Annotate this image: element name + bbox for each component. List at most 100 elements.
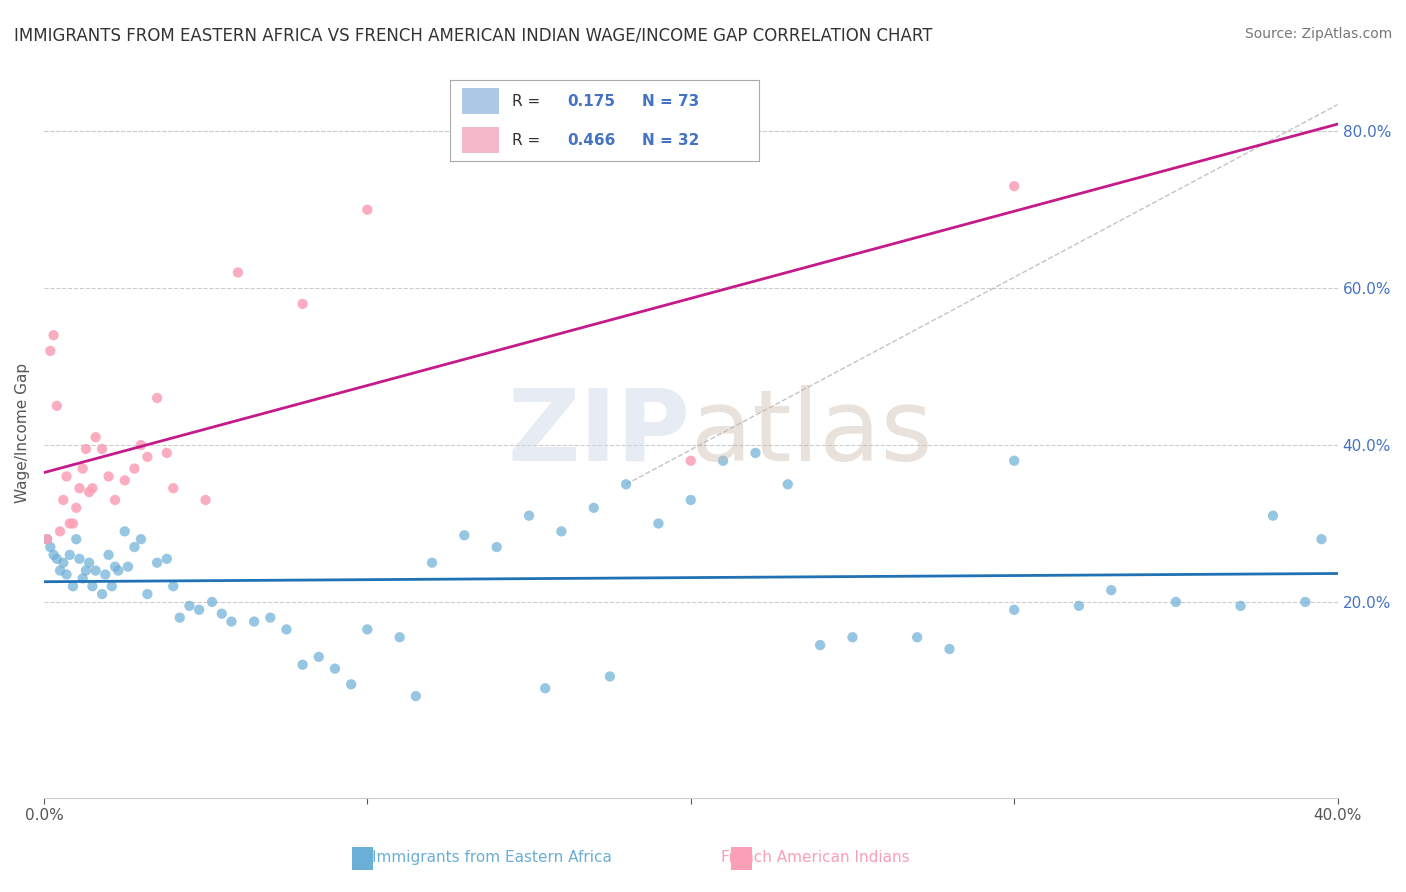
Point bbox=[156, 446, 179, 460]
Point bbox=[420, 556, 443, 570]
Point bbox=[124, 540, 146, 554]
Point bbox=[1067, 599, 1090, 613]
Point bbox=[905, 630, 928, 644]
Point bbox=[201, 595, 224, 609]
Point bbox=[37, 532, 59, 546]
Point bbox=[1294, 595, 1316, 609]
Point bbox=[582, 500, 605, 515]
Point bbox=[534, 681, 557, 696]
Point bbox=[84, 564, 107, 578]
Point bbox=[69, 481, 91, 495]
Point bbox=[104, 493, 127, 508]
Point bbox=[124, 461, 146, 475]
Text: IMMIGRANTS FROM EASTERN AFRICA VS FRENCH AMERICAN INDIAN WAGE/INCOME GAP CORRELA: IMMIGRANTS FROM EASTERN AFRICA VS FRENCH… bbox=[14, 27, 932, 45]
Text: R =: R = bbox=[512, 133, 540, 148]
Point bbox=[291, 657, 314, 672]
Point bbox=[188, 603, 211, 617]
Point bbox=[276, 623, 298, 637]
Point bbox=[45, 551, 67, 566]
Point bbox=[221, 615, 243, 629]
Point bbox=[744, 446, 766, 460]
Point bbox=[1229, 599, 1251, 613]
Point bbox=[107, 564, 129, 578]
Point bbox=[136, 587, 159, 601]
Point bbox=[49, 524, 72, 539]
Point bbox=[405, 689, 427, 703]
Point bbox=[75, 442, 97, 456]
Point bbox=[550, 524, 572, 539]
Point bbox=[356, 202, 378, 217]
Point bbox=[211, 607, 233, 621]
Point bbox=[104, 559, 127, 574]
Point bbox=[259, 610, 281, 624]
Point bbox=[1002, 179, 1025, 194]
Point bbox=[55, 567, 77, 582]
Point bbox=[485, 540, 508, 554]
Point bbox=[136, 450, 159, 464]
Text: ZIP: ZIP bbox=[508, 384, 690, 482]
Point bbox=[62, 516, 84, 531]
Point bbox=[1099, 583, 1122, 598]
Point bbox=[49, 564, 72, 578]
Point bbox=[82, 579, 104, 593]
Point bbox=[162, 481, 184, 495]
Point bbox=[356, 623, 378, 637]
Point bbox=[599, 669, 621, 683]
Text: 0.175: 0.175 bbox=[568, 95, 616, 110]
Point bbox=[1002, 454, 1025, 468]
Point bbox=[55, 469, 77, 483]
Point bbox=[97, 469, 120, 483]
Point bbox=[129, 532, 152, 546]
Point bbox=[841, 630, 863, 644]
Point bbox=[1310, 532, 1333, 546]
Point bbox=[37, 532, 59, 546]
Point bbox=[77, 485, 100, 500]
Point bbox=[91, 587, 114, 601]
Point bbox=[59, 548, 82, 562]
Point bbox=[52, 556, 75, 570]
Y-axis label: Wage/Income Gap: Wage/Income Gap bbox=[15, 363, 30, 503]
Text: Source: ZipAtlas.com: Source: ZipAtlas.com bbox=[1244, 27, 1392, 41]
Point bbox=[169, 610, 191, 624]
Point bbox=[39, 343, 62, 358]
Point bbox=[72, 461, 94, 475]
Text: R =: R = bbox=[512, 95, 540, 110]
Point bbox=[114, 474, 136, 488]
Point bbox=[45, 399, 67, 413]
Point bbox=[52, 493, 75, 508]
Point bbox=[453, 528, 475, 542]
Bar bbox=[463, 88, 499, 114]
Point bbox=[340, 677, 363, 691]
Point bbox=[711, 454, 734, 468]
Point bbox=[323, 662, 346, 676]
Point bbox=[776, 477, 799, 491]
Point bbox=[226, 265, 249, 279]
Point bbox=[129, 438, 152, 452]
Point bbox=[114, 524, 136, 539]
Point bbox=[194, 493, 217, 508]
Point bbox=[117, 559, 139, 574]
Point bbox=[243, 615, 266, 629]
Point bbox=[156, 551, 179, 566]
Point bbox=[97, 548, 120, 562]
Point bbox=[1002, 603, 1025, 617]
Text: 0.466: 0.466 bbox=[568, 133, 616, 148]
Point bbox=[179, 599, 201, 613]
Point bbox=[388, 630, 411, 644]
Point bbox=[65, 532, 87, 546]
Point bbox=[1261, 508, 1284, 523]
Point bbox=[808, 638, 831, 652]
Point bbox=[84, 430, 107, 444]
Point bbox=[69, 551, 91, 566]
Text: Immigrants from Eastern Africa: Immigrants from Eastern Africa bbox=[373, 850, 612, 865]
Point bbox=[308, 649, 330, 664]
Text: N = 73: N = 73 bbox=[641, 95, 699, 110]
Point bbox=[679, 493, 702, 508]
Point bbox=[77, 556, 100, 570]
Point bbox=[42, 548, 65, 562]
Point bbox=[162, 579, 184, 593]
Point bbox=[75, 564, 97, 578]
Point bbox=[1164, 595, 1187, 609]
Point bbox=[59, 516, 82, 531]
Point bbox=[39, 540, 62, 554]
